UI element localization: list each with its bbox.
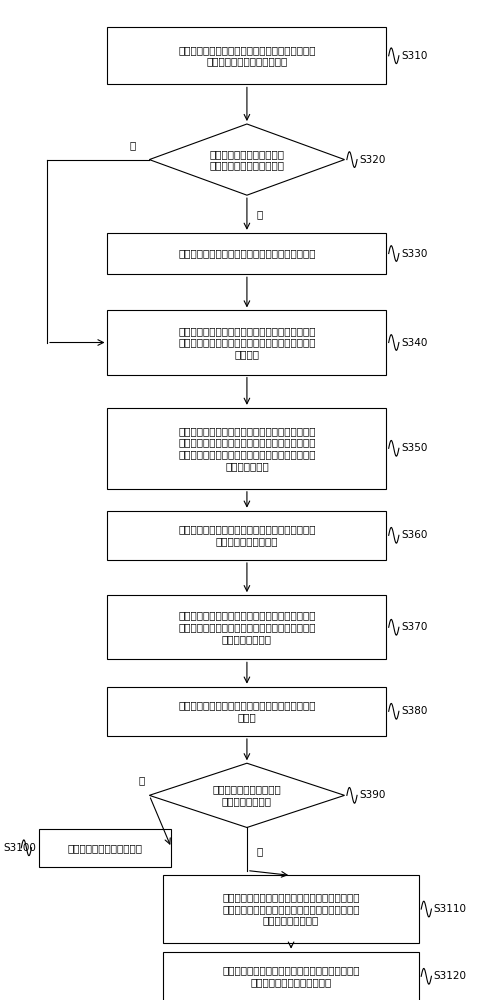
Text: 生成与目标规则文件对应的目标字段快照，并根据
规则文件容器的网络地址向规则文件容器推送目标
规则文件: 生成与目标规则文件对应的目标字段快照，并根据 规则文件容器的网络地址向规则文件容… — [178, 326, 316, 359]
Text: 如果确定字段平台中存储有与目标规则文件关联的
原始规则文件的字段信息，则获取与原始规则文件
对应的原始字段快照，并将目标字段快照与原始字
段快照进行比对: 如果确定字段平台中存储有与目标规则文件关联的 原始规则文件的字段信息，则获取与原… — [178, 426, 316, 471]
Text: S340: S340 — [401, 338, 428, 348]
Text: 否: 否 — [129, 140, 135, 150]
Text: S3120: S3120 — [434, 971, 467, 981]
Text: S360: S360 — [401, 530, 428, 540]
FancyBboxPatch shape — [107, 310, 386, 375]
Text: 解析目标规则文件，判断是
否存在未配置的原因码字段: 解析目标规则文件，判断是 否存在未配置的原因码字段 — [209, 149, 284, 170]
Text: S310: S310 — [401, 51, 428, 61]
Text: S390: S390 — [359, 790, 386, 800]
Text: 如果确定存在删除字段，触发字段平台在待修正字
段快照中，删除所述删除字段: 如果确定存在删除字段，触发字段平台在待修正字 段快照中，删除所述删除字段 — [222, 965, 360, 987]
FancyBboxPatch shape — [163, 875, 419, 943]
Text: S330: S330 — [401, 249, 428, 259]
Text: 触发与规则文件容器对应的容器服务端加载目标规
则文件: 触发与规则文件容器对应的容器服务端加载目标规 则文件 — [178, 701, 316, 722]
FancyBboxPatch shape — [163, 952, 419, 1000]
Text: 根据目标规则文件对未配置的原因码字段进行配置: 根据目标规则文件对未配置的原因码字段进行配置 — [178, 249, 316, 259]
Text: 确定目标规则文件发布失败: 确定目标规则文件发布失败 — [68, 843, 143, 853]
FancyBboxPatch shape — [107, 233, 386, 274]
Polygon shape — [149, 763, 344, 827]
FancyBboxPatch shape — [107, 408, 386, 489]
Text: S350: S350 — [401, 443, 428, 453]
Text: 如果确定存在新增字段，触发字段平台在原始字段
快照中，加入新增字段: 如果确定存在新增字段，触发字段平台在原始字段 快照中，加入新增字段 — [178, 525, 316, 546]
FancyBboxPatch shape — [107, 595, 386, 659]
Polygon shape — [149, 124, 344, 195]
FancyBboxPatch shape — [107, 511, 386, 560]
Text: 是: 是 — [256, 846, 263, 856]
Text: 判断容器服务端是否成功
加载目标规则文件: 判断容器服务端是否成功 加载目标规则文件 — [213, 785, 281, 806]
Text: 是: 是 — [256, 209, 263, 219]
Text: S3110: S3110 — [434, 904, 467, 914]
Text: 获取待发布的目标规则文件，以及与发布环境相匹
配的规则文件容器的网络地址: 获取待发布的目标规则文件，以及与发布环境相匹 配的规则文件容器的网络地址 — [178, 45, 316, 67]
Text: 否: 否 — [138, 775, 145, 785]
Text: 获取与目标规则文件对应的待修正字段快照，将目
标字段快照与待修正字段快照进行比对，确定删除
字段和异常报错字段: 获取与目标规则文件对应的待修正字段快照，将目 标字段快照与待修正字段快照进行比对… — [222, 892, 360, 926]
Text: S3100: S3100 — [4, 843, 37, 853]
Text: 如果确定存在异常报错字段，则触发字段平台对异
常报错字段进行配置，以得到与目标规则文件对应
的待修正字段快照: 如果确定存在异常报错字段，则触发字段平台对异 常报错字段进行配置，以得到与目标规… — [178, 611, 316, 644]
FancyBboxPatch shape — [107, 687, 386, 736]
Text: S370: S370 — [401, 622, 428, 632]
FancyBboxPatch shape — [107, 27, 386, 84]
Text: S320: S320 — [359, 155, 386, 165]
Text: S380: S380 — [401, 706, 428, 716]
FancyBboxPatch shape — [39, 829, 172, 867]
